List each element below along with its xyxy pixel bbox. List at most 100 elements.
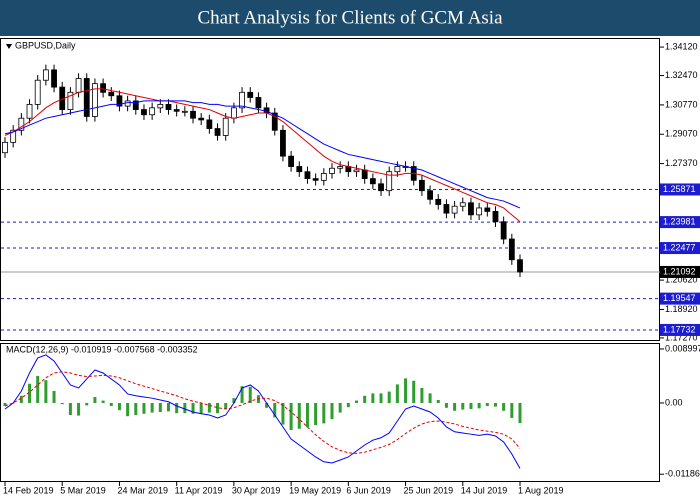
- level-label: 1.22477: [663, 242, 696, 252]
- candle-body: [42, 69, 49, 81]
- histogram-bar: [502, 402, 506, 411]
- candle-body: [280, 129, 286, 157]
- histogram-bar: [395, 384, 399, 403]
- candle-body: [500, 221, 507, 240]
- histogram-bar: [289, 402, 293, 430]
- price-panel: [0, 38, 660, 341]
- level-label: 1.19547: [663, 293, 696, 303]
- histogram-bar: [444, 402, 448, 408]
- histogram-bar: [52, 390, 56, 403]
- candle-body: [100, 83, 106, 93]
- current-price-tag: [660, 265, 700, 278]
- moving-average: [4, 88, 521, 223]
- histogram-bar: [77, 402, 81, 416]
- current-price-label: 1.21092: [663, 266, 696, 276]
- candle-body: [361, 169, 368, 180]
- histogram-bar: [36, 375, 40, 403]
- candle-body: [230, 107, 237, 119]
- candle-body: [2, 141, 8, 154]
- candle-body: [451, 205, 458, 214]
- candle-body: [116, 95, 123, 107]
- histogram-bar: [330, 402, 334, 420]
- y-tick-label: 0.00: [665, 397, 683, 407]
- candle-body: [492, 211, 499, 223]
- histogram-bar: [510, 402, 514, 418]
- histogram-bar: [428, 393, 432, 403]
- histogram-bar: [191, 402, 195, 414]
- candle-body: [141, 109, 147, 116]
- candle-body: [157, 103, 164, 109]
- histogram-bar: [224, 402, 228, 409]
- candle-body: [67, 91, 74, 110]
- candle-body: [288, 155, 295, 167]
- candle-body: [181, 110, 188, 113]
- histogram-bar: [216, 402, 220, 414]
- histogram-bar: [379, 393, 383, 403]
- candle-body: [394, 166, 401, 173]
- histogram-bar: [363, 395, 367, 403]
- symbol-marker: [6, 44, 12, 49]
- y-tick-label: 1.18920: [665, 304, 698, 314]
- x-tick-label: 24 Mar 2019: [117, 485, 168, 495]
- candle-body: [214, 128, 221, 136]
- histogram-bar: [485, 402, 489, 406]
- histogram-bar: [404, 378, 408, 403]
- level-tag: [660, 292, 700, 305]
- histogram-bar: [101, 400, 105, 403]
- candle-body: [304, 171, 311, 180]
- y-tick-label: 1.34120: [665, 41, 698, 51]
- page-title: Chart Analysis for Clients of GCM Asia: [197, 7, 503, 28]
- histogram-bar: [126, 402, 130, 417]
- histogram-bar: [420, 387, 424, 403]
- candle-body: [206, 119, 213, 129]
- histogram-bar: [60, 402, 64, 405]
- symbol-label: GBPUSD,Daily: [15, 40, 76, 50]
- candle-body: [190, 110, 196, 119]
- moving-average: [4, 100, 521, 209]
- y-tick-label: 1.32470: [665, 70, 698, 80]
- candle-body: [312, 178, 319, 181]
- candle-body: [435, 198, 442, 205]
- candle-body: [173, 109, 180, 112]
- histogram-bar: [175, 402, 179, 414]
- level-tag: [660, 183, 700, 196]
- level-tag: [660, 323, 700, 336]
- histogram-bar: [3, 402, 7, 406]
- candle-body: [222, 117, 229, 136]
- y-tick-label: 1.17270: [665, 332, 698, 342]
- histogram-bar: [469, 402, 473, 409]
- histogram-bar: [207, 402, 211, 413]
- title-bar: [0, 0, 700, 36]
- candle-body: [108, 91, 115, 97]
- candle-body: [378, 183, 384, 192]
- candle-body: [320, 173, 327, 181]
- histogram-bar: [477, 402, 481, 409]
- candle-body: [459, 202, 466, 207]
- histogram-bar: [273, 402, 277, 418]
- level-label: 1.25871: [663, 184, 696, 194]
- y-tick-label: 0.008997: [665, 343, 700, 353]
- histogram-bar: [297, 402, 301, 429]
- histogram-bar: [85, 402, 89, 406]
- y-tick-label: 1.29070: [665, 129, 698, 139]
- histogram-bar: [142, 402, 146, 414]
- candle-body: [149, 107, 156, 116]
- signal-line: [4, 371, 521, 454]
- histogram-bar: [412, 380, 416, 403]
- histogram-bar: [518, 402, 522, 424]
- histogram-bar: [338, 402, 342, 413]
- candle-body: [476, 207, 483, 216]
- histogram-bar: [322, 402, 326, 424]
- histogram-bar: [199, 402, 203, 414]
- x-tick-label: 14 Jul 2019: [461, 485, 508, 495]
- histogram-bar: [265, 402, 269, 408]
- x-tick-label: 1 Aug 2019: [518, 485, 564, 495]
- candle-body: [83, 78, 90, 117]
- histogram-bar: [19, 395, 23, 403]
- candle-body: [239, 91, 245, 109]
- histogram-bar: [346, 402, 350, 408]
- x-tick-label: 30 Apr 2019: [232, 485, 281, 495]
- candle-body: [419, 179, 425, 192]
